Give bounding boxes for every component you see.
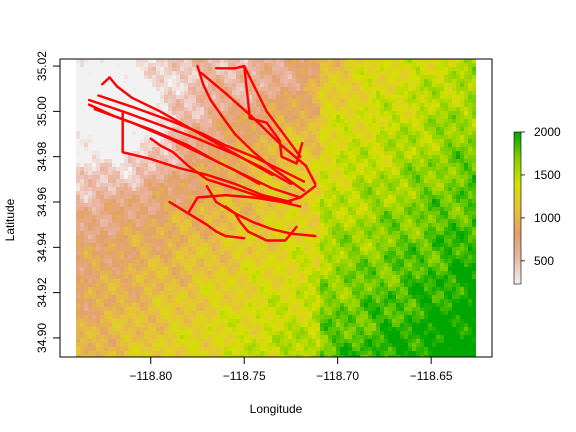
colorbar-tick-label: 1000 [534,211,561,225]
gps-track-14 [168,200,246,240]
colorbar-tick-label: 500 [534,254,554,268]
y-tick-label: 34.96 [35,187,49,217]
colorbar-ticks: 500 1000 1500 2000 [521,125,561,268]
gps-track-9 [242,64,304,165]
gps-track-6 [196,64,306,192]
gps-tracks [87,64,317,242]
y-tick-label: 34.98 [35,141,49,171]
gps-track-5 [100,76,274,177]
elevation-raster [76,59,476,357]
x-tick-label: −118.70 [316,369,359,383]
y-axis: 34.90 34.92 34.94 34.96 34.98 35.00 35.02 [35,51,60,353]
y-axis-title: Latitude [3,198,17,241]
gps-track-7 [199,71,317,186]
map-area [60,59,492,357]
colorbar-tick-label: 1500 [534,168,561,182]
x-tick-label: −118.65 [410,369,453,383]
colorbar-legend: 500 1000 1500 2000 [513,125,561,285]
y-tick-label: 34.94 [35,232,49,262]
y-tick-label: 34.92 [35,277,49,307]
y-tick-label: 35.02 [35,51,49,81]
gps-track-4 [97,94,306,183]
colorbar-tick-label: 2000 [534,125,561,139]
x-axis-title: Longitude [250,402,303,416]
gps-track-8 [214,64,302,158]
gps-track-15 [186,193,302,215]
plot-frame [59,58,493,358]
colorbar [513,131,522,285]
y-tick-label: 34.90 [35,323,49,353]
y-tick-label: 35.00 [35,96,49,126]
gps-track-10 [121,110,293,204]
gps-track-13 [205,184,317,238]
gps-track-11 [149,137,317,204]
x-axis: −118.80 −118.75 −118.70 −118.65 [129,357,453,383]
gps-track-3 [93,107,261,186]
x-tick-label: −118.75 [223,369,266,383]
x-tick-label: −118.80 [129,369,172,383]
